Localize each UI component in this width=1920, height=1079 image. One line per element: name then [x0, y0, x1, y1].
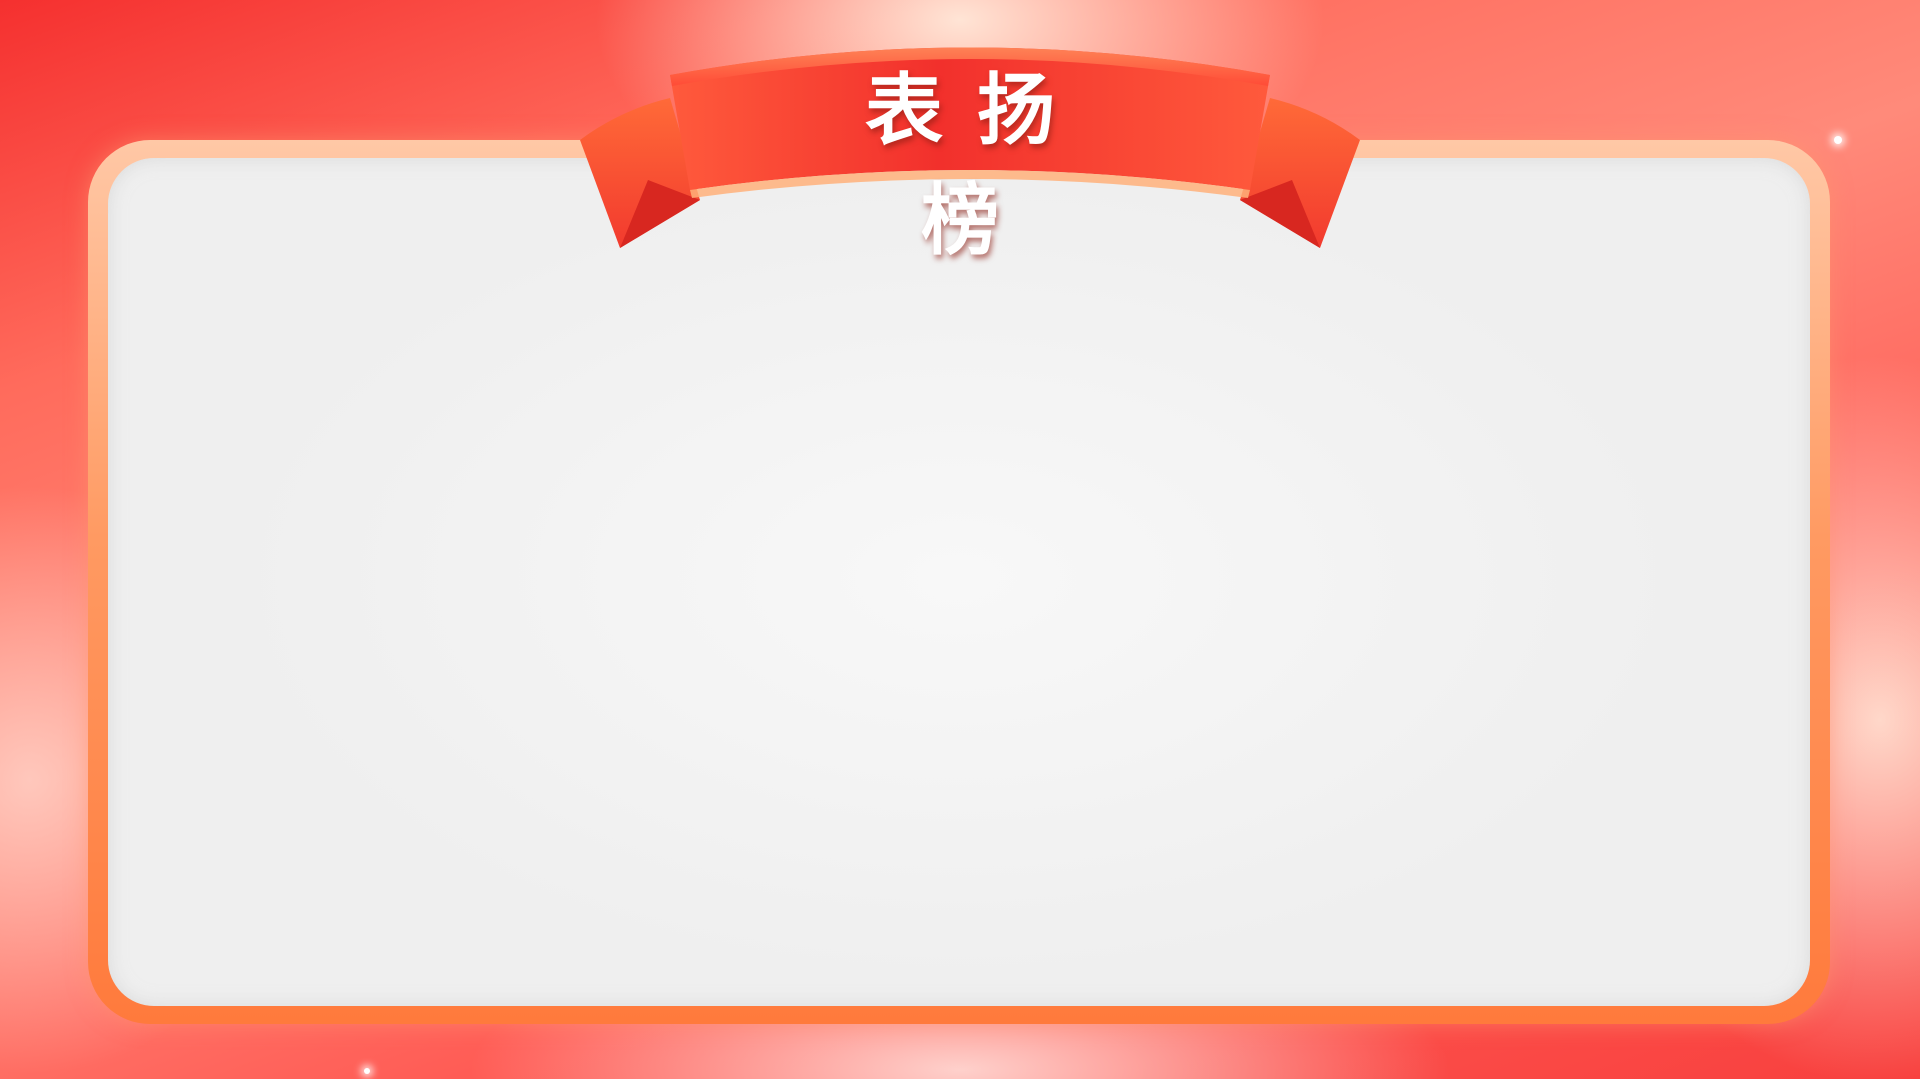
ribbon-banner-icon: [580, 47, 1360, 248]
sparkle-icon: [1834, 136, 1842, 144]
board-panel: [108, 158, 1810, 1006]
banner-title: 表扬榜: [864, 66, 1089, 266]
sparkle-icon: [364, 1068, 370, 1074]
